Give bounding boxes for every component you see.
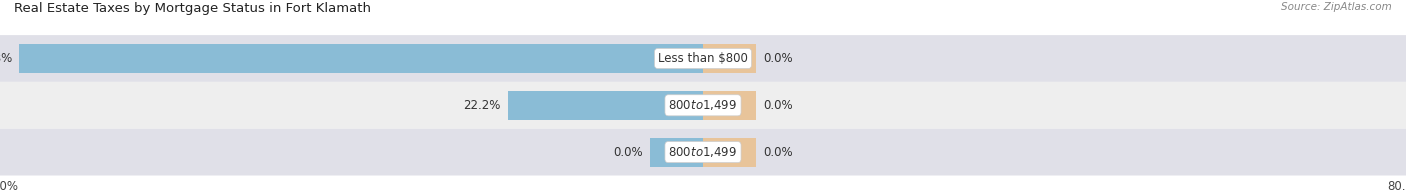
Bar — [703, 91, 756, 120]
Text: $800 to $1,499: $800 to $1,499 — [668, 98, 738, 112]
FancyBboxPatch shape — [0, 129, 1406, 176]
Text: $800 to $1,499: $800 to $1,499 — [668, 145, 738, 159]
Bar — [703, 138, 756, 167]
Bar — [650, 138, 703, 167]
Bar — [20, 44, 703, 73]
Text: 0.0%: 0.0% — [762, 146, 793, 159]
FancyBboxPatch shape — [0, 35, 1406, 82]
Bar — [703, 44, 756, 73]
Text: Real Estate Taxes by Mortgage Status in Fort Klamath: Real Estate Taxes by Mortgage Status in … — [14, 2, 371, 15]
Text: Less than $800: Less than $800 — [658, 52, 748, 65]
Text: 0.0%: 0.0% — [762, 52, 793, 65]
Text: 22.2%: 22.2% — [464, 99, 501, 112]
FancyBboxPatch shape — [0, 82, 1406, 129]
Text: 0.0%: 0.0% — [613, 146, 644, 159]
Bar — [508, 91, 703, 120]
Text: Source: ZipAtlas.com: Source: ZipAtlas.com — [1281, 2, 1392, 12]
Text: 77.8%: 77.8% — [0, 52, 13, 65]
Text: 0.0%: 0.0% — [762, 99, 793, 112]
